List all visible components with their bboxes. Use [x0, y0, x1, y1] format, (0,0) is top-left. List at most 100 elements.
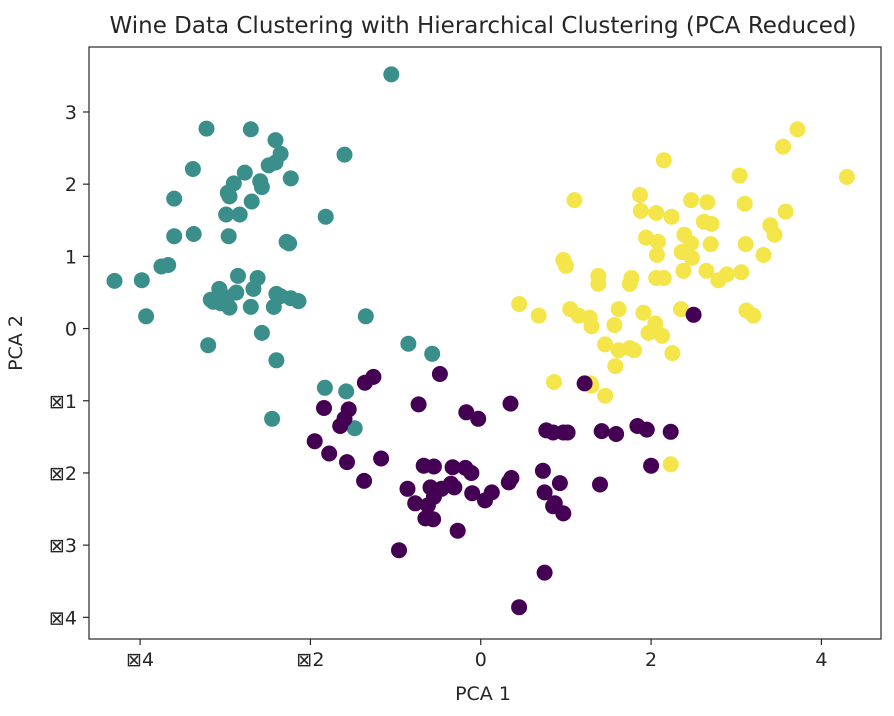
scatter-point: [265, 298, 282, 315]
scatter-point: [268, 352, 285, 369]
scatter-point: [737, 236, 754, 253]
scatter-point: [290, 293, 307, 310]
scatter-point: [576, 375, 593, 392]
scatter-point: [133, 272, 150, 289]
scatter-point: [407, 495, 424, 512]
y-tick-label: 3: [65, 102, 77, 124]
scatter-point: [777, 203, 794, 220]
scatter-point: [500, 474, 517, 491]
scatter-point: [534, 462, 551, 479]
scatter-point: [702, 236, 719, 253]
scatter-point: [391, 542, 407, 559]
scatter-point: [546, 374, 562, 390]
scatter-point: [640, 324, 657, 341]
y-tick-label: 0: [65, 319, 77, 341]
scatter-point: [775, 138, 792, 155]
scatter-point: [621, 275, 638, 292]
scatter-point: [610, 301, 627, 318]
scatter-point: [511, 296, 528, 312]
scatter-point: [610, 342, 627, 359]
scatter-point: [555, 505, 572, 522]
scatter-point: [317, 208, 334, 225]
scatter-point: [635, 304, 652, 321]
scatter-point: [200, 337, 217, 354]
scatter-point: [231, 206, 248, 223]
scatter-point: [336, 146, 353, 163]
plot-frame: [88, 46, 882, 640]
scatter-point: [338, 383, 355, 400]
scatter-point: [593, 423, 610, 440]
scatter-point: [662, 423, 679, 440]
scatter-point: [464, 485, 481, 502]
scatter-point: [648, 205, 665, 221]
scatter-point: [663, 208, 680, 225]
scatter-point: [789, 121, 806, 138]
y-tick-label: 1: [65, 246, 77, 268]
x-axis-label: PCA 1: [455, 683, 511, 705]
y-tick-label: ⊠2: [49, 463, 77, 485]
scatter-point: [632, 202, 649, 219]
scatter-point: [755, 246, 772, 263]
scatter-point: [221, 299, 238, 316]
scatter-point: [444, 459, 461, 476]
scatter-point: [463, 465, 480, 481]
scatter-point: [138, 308, 155, 325]
scatter-point: [281, 235, 298, 252]
scatter-point: [733, 264, 750, 281]
scatter-point: [838, 169, 855, 185]
scatter-point: [736, 195, 753, 212]
scatter-point: [685, 306, 702, 323]
scatter-point: [649, 233, 666, 250]
chart-title: Wine Data Clustering with Hierarchical C…: [109, 13, 856, 39]
scatter-point: [632, 187, 648, 203]
y-tick-label: ⊠3: [49, 535, 77, 557]
x-tick-label: ⊠2: [296, 649, 324, 671]
scatter-point: [655, 152, 672, 169]
scatter-point: [592, 476, 608, 493]
scatter-point: [530, 307, 547, 324]
scatter-point: [106, 272, 123, 289]
scatter-point: [664, 345, 681, 362]
scatter-point: [638, 421, 655, 438]
scatter-point: [185, 226, 202, 242]
scatter-point: [282, 170, 299, 187]
scatter-point: [442, 475, 459, 492]
scatter-point: [230, 267, 246, 284]
scatter-point: [218, 206, 235, 223]
scatter-point: [536, 484, 553, 501]
x-tick-label: 0: [475, 649, 487, 671]
scatter-point: [316, 379, 333, 396]
scatter-point: [253, 324, 270, 341]
scatter-point: [332, 418, 349, 434]
scatter-point: [243, 193, 260, 210]
scatter-point: [419, 497, 436, 514]
scatter-point: [458, 404, 475, 421]
scatter-point: [649, 246, 665, 263]
scatter-point: [400, 335, 417, 352]
scatter-point: [166, 228, 183, 245]
scatter-point: [551, 475, 568, 492]
scatter-point: [643, 457, 660, 474]
scatter-point: [236, 164, 253, 181]
scatter-point: [316, 400, 332, 416]
x-axis: ⊠4 ⊠2 0 2 4: [126, 639, 827, 671]
scatter-point: [221, 188, 238, 205]
scatter-point: [356, 472, 373, 489]
y-tick-label: ⊠1: [49, 391, 77, 413]
scatter-point: [153, 258, 170, 275]
scatter-point: [260, 157, 277, 174]
scatter-point: [184, 161, 201, 177]
scatter-point: [483, 484, 500, 501]
y-tick-label: 2: [65, 174, 77, 196]
scatter-point: [220, 228, 237, 245]
scatter-point: [166, 190, 183, 207]
scatter-point: [339, 454, 355, 471]
scatter-point: [672, 301, 689, 318]
scatter-point: [267, 132, 284, 149]
y-axis: 3 2 1 0 ⊠1 ⊠2 ⊠3 ⊠4: [49, 102, 89, 629]
scatter-point: [306, 433, 323, 450]
scatter-point: [675, 262, 692, 279]
x-tick-label: ⊠4: [126, 649, 154, 671]
scatter-point: [399, 480, 416, 497]
